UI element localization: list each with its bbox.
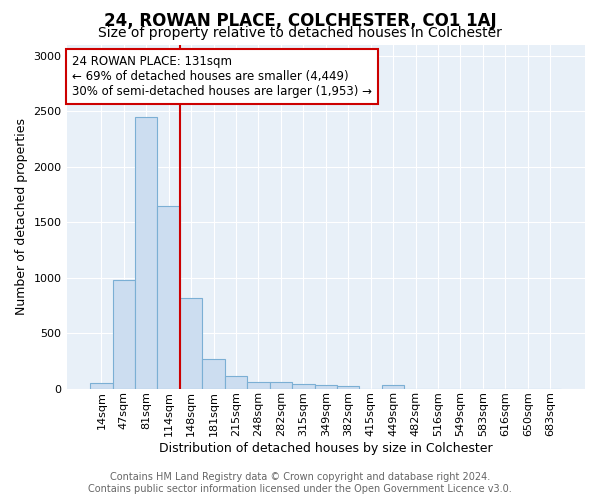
Text: Contains HM Land Registry data © Crown copyright and database right 2024.
Contai: Contains HM Land Registry data © Crown c… — [88, 472, 512, 494]
Bar — [157, 206, 180, 388]
Bar — [269, 382, 292, 388]
Y-axis label: Number of detached properties: Number of detached properties — [15, 118, 28, 316]
Text: 24 ROWAN PLACE: 131sqm
← 69% of detached houses are smaller (4,449)
30% of semi-: 24 ROWAN PLACE: 131sqm ← 69% of detached… — [72, 56, 372, 98]
Bar — [382, 386, 404, 388]
Bar — [337, 386, 359, 388]
Text: Size of property relative to detached houses in Colchester: Size of property relative to detached ho… — [98, 26, 502, 40]
Bar — [202, 359, 225, 388]
Text: 24, ROWAN PLACE, COLCHESTER, CO1 1AJ: 24, ROWAN PLACE, COLCHESTER, CO1 1AJ — [104, 12, 496, 30]
Bar — [180, 298, 202, 388]
X-axis label: Distribution of detached houses by size in Colchester: Distribution of detached houses by size … — [159, 442, 493, 455]
Bar — [247, 382, 269, 388]
Bar — [90, 383, 113, 388]
Bar — [135, 117, 157, 388]
Bar — [113, 280, 135, 388]
Bar — [314, 385, 337, 388]
Bar — [292, 384, 314, 388]
Bar — [225, 376, 247, 388]
